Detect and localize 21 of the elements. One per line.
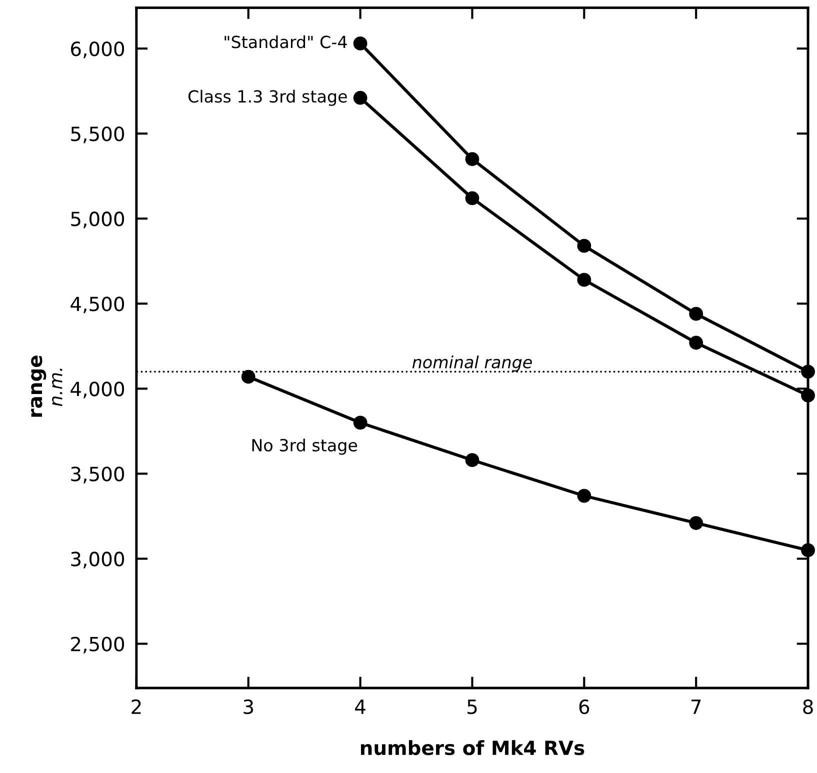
y-tick-label: 2,500 [71,636,124,654]
x-tick-label: 2 [132,699,141,714]
y-tick-label: 4,000 [70,382,124,398]
y-tick-label: 5,500 [71,126,124,144]
y-tick-label: 6,000 [71,42,124,58]
x-tick-label: 3 [244,699,253,714]
series-label: No 3rd stage [252,438,358,455]
x-tick-label: 6 [579,699,590,714]
x-tick-label: 5 [468,700,477,714]
x-tick-label: 7 [691,700,701,714]
x-tick-label: 4 [355,700,366,714]
x-axis-title: numbers of Mk4 RVs [360,740,584,756]
x-tick-label: 8 [803,699,813,714]
legend-label: "Standard" C-4 [224,35,347,48]
series-label: Class 1.3 3rd stage [188,90,347,106]
y-tick-label: 4,500 [70,296,124,314]
y-tick-label: 3,500 [71,466,124,484]
y-axis-title: range n.m. [31,356,62,417]
y-tick-label: 3,000 [71,552,124,568]
ref-line-label: nominal range [412,356,532,372]
y-tick-label: 5,000 [71,212,124,228]
